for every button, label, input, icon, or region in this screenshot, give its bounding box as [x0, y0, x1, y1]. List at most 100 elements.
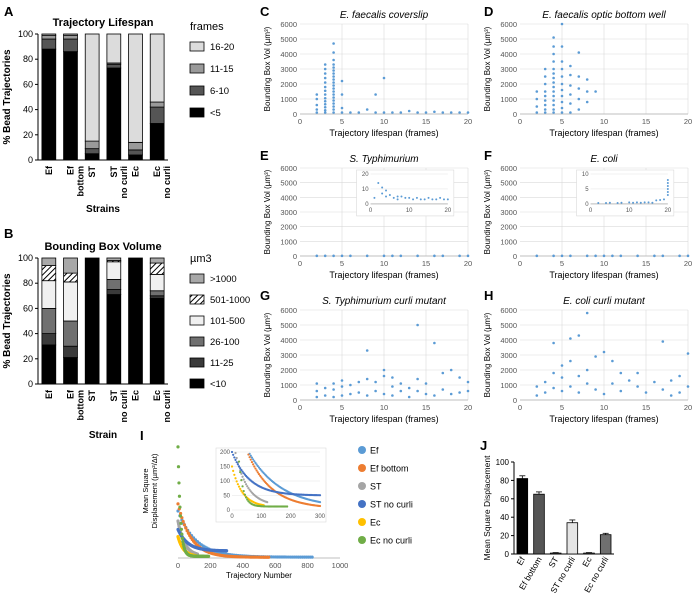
g-point [441, 371, 445, 375]
i-inset-point-ef-bottom [247, 453, 250, 456]
panel-label-h: H [484, 288, 493, 303]
a-category-label: Efbottom [66, 165, 86, 197]
h-point [552, 371, 555, 375]
d-point [552, 67, 555, 71]
c-point [323, 72, 327, 75]
g-point [340, 379, 344, 382]
b-x-label: Strain [89, 430, 117, 441]
g-point [407, 386, 411, 390]
f-y-tick-label: 1000 [500, 237, 517, 246]
e-title: S. Typhimurium [349, 154, 418, 165]
b-bar-ef-10 [41, 344, 57, 385]
i-point-ef-bottom [178, 511, 183, 516]
a-bar-ef-6-10 [41, 38, 57, 50]
i-point-ef-bottom [182, 523, 187, 527]
f-y-tick-label: 4000 [500, 193, 517, 202]
c-point [332, 84, 335, 87]
i-inset-point-st-no-curli [241, 470, 244, 473]
d-point [535, 97, 539, 101]
h-point [535, 385, 539, 388]
a-bar-st-5 [84, 153, 100, 161]
c-point [382, 76, 386, 80]
e-inset-x-tick-label: 20 [444, 208, 451, 214]
f-point [636, 254, 639, 258]
d-point [577, 75, 581, 78]
b-legend-swatch-101-500 [189, 315, 205, 326]
i-inset-point-st [240, 472, 243, 475]
h-point [594, 388, 597, 391]
c-point [332, 78, 335, 81]
j-bar-ef-bottom [533, 493, 545, 555]
c-point [315, 97, 319, 101]
j-bar-st-no-curli [566, 522, 579, 555]
b-y-tick-label: 40 [23, 329, 33, 339]
f-point [602, 254, 606, 258]
c-point [323, 85, 327, 89]
i-point-ec-no-curli [207, 554, 211, 558]
f-x-tick-label: 0 [518, 259, 522, 268]
c-point [332, 63, 335, 66]
i-inset-point-st [246, 485, 249, 488]
i-inset-point-st [241, 475, 244, 478]
g-point [382, 392, 386, 396]
c-point [332, 51, 335, 54]
i-inset-point-ef-bottom [249, 458, 252, 461]
d-point [577, 97, 581, 101]
f-inset-point [666, 184, 669, 187]
d-point [569, 102, 572, 105]
e-y-tick-label: 5000 [280, 179, 297, 188]
h-point [627, 379, 631, 382]
e-x-label: Trajectory lifespan (frames) [329, 270, 438, 280]
i-inset-y-tick-label: 150 [220, 465, 231, 471]
h-point [611, 382, 614, 385]
f-y-tick-label: 5000 [500, 179, 517, 188]
panel-label-f: F [484, 148, 492, 163]
f-inset-point [659, 199, 662, 202]
i-point-ec-no-curli [176, 465, 181, 469]
d-point [560, 82, 564, 86]
f-inset-point [635, 201, 638, 204]
a-bar-ec-no-curli-11-15 [149, 101, 165, 108]
c-point [374, 93, 377, 96]
c-point [323, 63, 327, 66]
h-y-tick-label: 5000 [500, 321, 517, 330]
g-point [332, 382, 335, 385]
f-inset-point [655, 199, 658, 202]
i-x-tick-label: 400 [237, 561, 250, 570]
i-point-ec-no-curli [179, 521, 183, 525]
c-point [323, 81, 327, 84]
c-y-tick-label: 3000 [280, 65, 297, 74]
d-y-tick-label: 4000 [500, 50, 517, 59]
h-point [552, 341, 555, 345]
i-inset-y-tick-label: 100 [220, 479, 231, 485]
i-inset-point-st [243, 480, 247, 484]
h-point [560, 364, 564, 367]
b-bar-ef-1000 [41, 257, 57, 266]
b-y-tick-label: 20 [23, 354, 33, 364]
c-x-tick-label: 10 [380, 117, 388, 126]
d-point [543, 94, 547, 98]
c-point [332, 108, 335, 111]
a-y-tick-label: 100 [18, 29, 33, 39]
e-x-tick-label: 20 [464, 259, 472, 268]
i-point-ec-no-curli [180, 536, 184, 540]
c-point [340, 111, 344, 114]
a-y-tick-label: 20 [23, 130, 33, 140]
g-point [407, 395, 411, 399]
h-point [585, 311, 589, 315]
i-inset-point-ec [239, 487, 242, 490]
g-point [340, 394, 344, 397]
a-bar-ec-no-curli-5 [149, 123, 165, 161]
c-point [458, 111, 461, 114]
i-inset-point-ec [230, 465, 234, 468]
c-point [323, 111, 327, 114]
h-x-tick-label: 20 [684, 403, 692, 412]
i-inset-point-ef [250, 456, 254, 459]
e-inset-point [427, 196, 430, 199]
a-bar-ec-16-20 [128, 33, 143, 143]
e-inset-point [431, 198, 434, 201]
g-point [391, 394, 394, 397]
g-point [332, 388, 335, 391]
